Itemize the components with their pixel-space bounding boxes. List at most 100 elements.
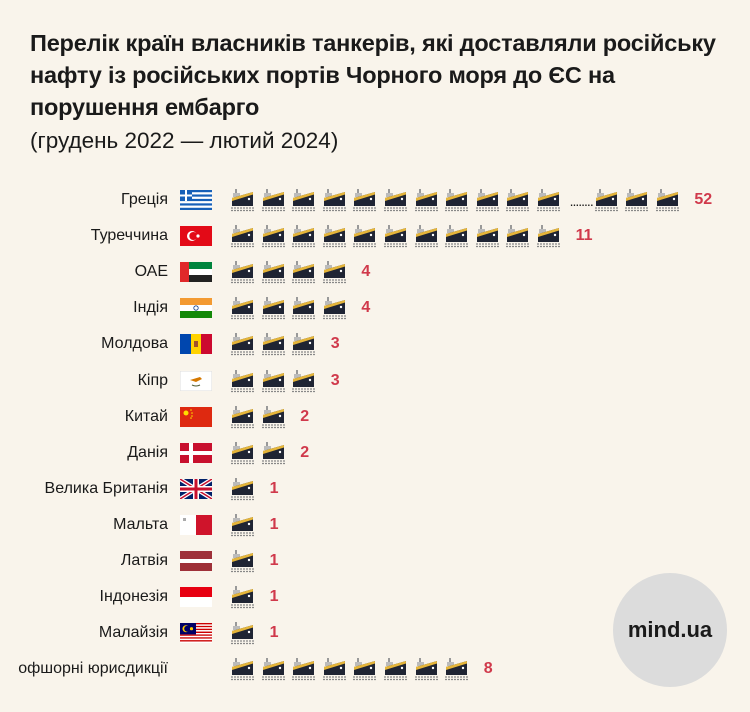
tanker-ship-icon [290, 330, 318, 358]
tanker-ship-icon [413, 186, 441, 214]
value-label: 4 [361, 299, 371, 317]
tanker-ship-icon [504, 222, 532, 250]
tanker-ship-icon [321, 294, 349, 322]
chart-row: Данія 2 [0, 438, 750, 468]
chart-row: Індонезія 1 [0, 582, 750, 612]
chart-row: Малайзія 1 [0, 618, 750, 648]
tanker-ship-icon [443, 186, 471, 214]
category-label: Данія [127, 443, 168, 461]
tanker-ship-icon [321, 186, 349, 214]
latvia-flag-icon [180, 551, 212, 571]
cyprus-flag-icon [179, 370, 213, 391]
chart-title: Перелік країн власників танкерів, які до… [30, 30, 716, 120]
tanker-ship-icon [413, 655, 441, 683]
uae-flag-icon [180, 262, 212, 283]
value-label: 3 [330, 335, 340, 353]
tanker-ship-icon [382, 186, 410, 214]
malta-flag-icon [180, 514, 212, 535]
value-label: 52 [694, 191, 713, 208]
tanker-ship-icon [351, 655, 379, 683]
category-label: Китай [124, 407, 168, 425]
value-label: 2 [300, 443, 310, 461]
value-label: 3 [330, 371, 340, 389]
value-label: 11 [575, 227, 593, 245]
denmark-flag-icon [180, 442, 212, 463]
tanker-ship-icon [290, 222, 318, 250]
tanker-ship-icon [260, 403, 288, 431]
tanker-ship-icon [351, 222, 379, 250]
category-label: Індія [133, 299, 168, 317]
india-flag-icon [180, 298, 212, 319]
moldova-flag-icon [180, 334, 212, 355]
tanker-ship-icon [229, 547, 257, 575]
tanker-ship-icon [321, 258, 349, 286]
tanker-ship-icon [260, 186, 288, 214]
tanker-ship-icon [229, 330, 257, 358]
tanker-ship-icon [290, 294, 318, 322]
chart-row: Молдова 3 [0, 329, 750, 359]
greece-flag-icon [180, 190, 212, 210]
category-label: Латвія [120, 552, 168, 569]
value-label: 1 [269, 552, 279, 569]
category-label: Молдова [101, 335, 168, 353]
value-label: 4 [361, 263, 371, 281]
category-label: Туреччина [90, 227, 168, 245]
tanker-ship-icon [260, 367, 288, 395]
tanker-ship-icon [443, 655, 471, 683]
tanker-ship-icon [229, 403, 257, 431]
chart-row: офшорні юрисдикції 8 [0, 654, 750, 684]
tanker-ship-icon [504, 186, 532, 214]
tanker-ship-icon [290, 367, 318, 395]
chart-row: ОАЕ 4 [0, 257, 750, 287]
category-label: Індонезія [99, 588, 168, 606]
tanker-ship-icon [382, 222, 410, 250]
value-label: 1 [269, 588, 279, 606]
tanker-ship-icon [229, 619, 257, 647]
category-label: Кіпр [137, 371, 168, 389]
tanker-ship-icon [321, 655, 349, 683]
tanker-ship-icon [474, 186, 502, 214]
tanker-ship-icon [260, 294, 288, 322]
tanker-ship-icon [443, 222, 471, 250]
tanker-ship-icon [474, 222, 502, 250]
tanker-ship-icon [229, 655, 257, 683]
category-label: ОАЕ [134, 263, 168, 281]
china-flag-icon [180, 406, 212, 427]
turkey-flag-icon [180, 226, 212, 247]
indonesia-flag-icon [180, 587, 212, 608]
category-label: Малайзія [98, 624, 168, 642]
category-label: офшорні юрисдикції [18, 660, 168, 678]
chart-row: Латвія 1 [0, 546, 750, 576]
tanker-ship-icon [229, 439, 257, 467]
tanker-ship-icon [229, 222, 257, 250]
chart-row: Мальта 1 [0, 510, 750, 540]
tanker-ship-icon [229, 367, 257, 395]
chart-row: Китай 2 [0, 402, 750, 432]
chart-row: Індія 4 [0, 293, 750, 323]
value-label: 1 [269, 624, 279, 642]
value-label: 8 [483, 660, 493, 678]
value-label: 1 [269, 515, 279, 533]
category-label: Велика Британія [44, 479, 168, 497]
tanker-ship-icon [623, 186, 651, 214]
uk-flag-icon [178, 477, 214, 501]
tanker-ship-icon [593, 186, 621, 214]
tanker-ship-icon [260, 439, 288, 467]
mind-ua-logo: mind.ua [613, 573, 727, 687]
tanker-ship-icon [321, 222, 349, 250]
tanker-ship-icon [290, 655, 318, 683]
value-label: 1 [269, 479, 279, 497]
tanker-ship-icon [260, 330, 288, 358]
category-label: Греція [121, 191, 168, 208]
tanker-ship-icon [535, 222, 563, 250]
tanker-ship-icon [260, 655, 288, 683]
tanker-ship-icon [229, 511, 257, 539]
category-label: Мальта [113, 515, 168, 533]
malaysia-flag-icon [180, 623, 212, 644]
ellipsis: ........ [569, 193, 594, 209]
value-label: 2 [300, 407, 310, 425]
tanker-ship-icon [351, 186, 379, 214]
tanker-ship-icon [382, 655, 410, 683]
tanker-ship-icon [229, 475, 257, 503]
